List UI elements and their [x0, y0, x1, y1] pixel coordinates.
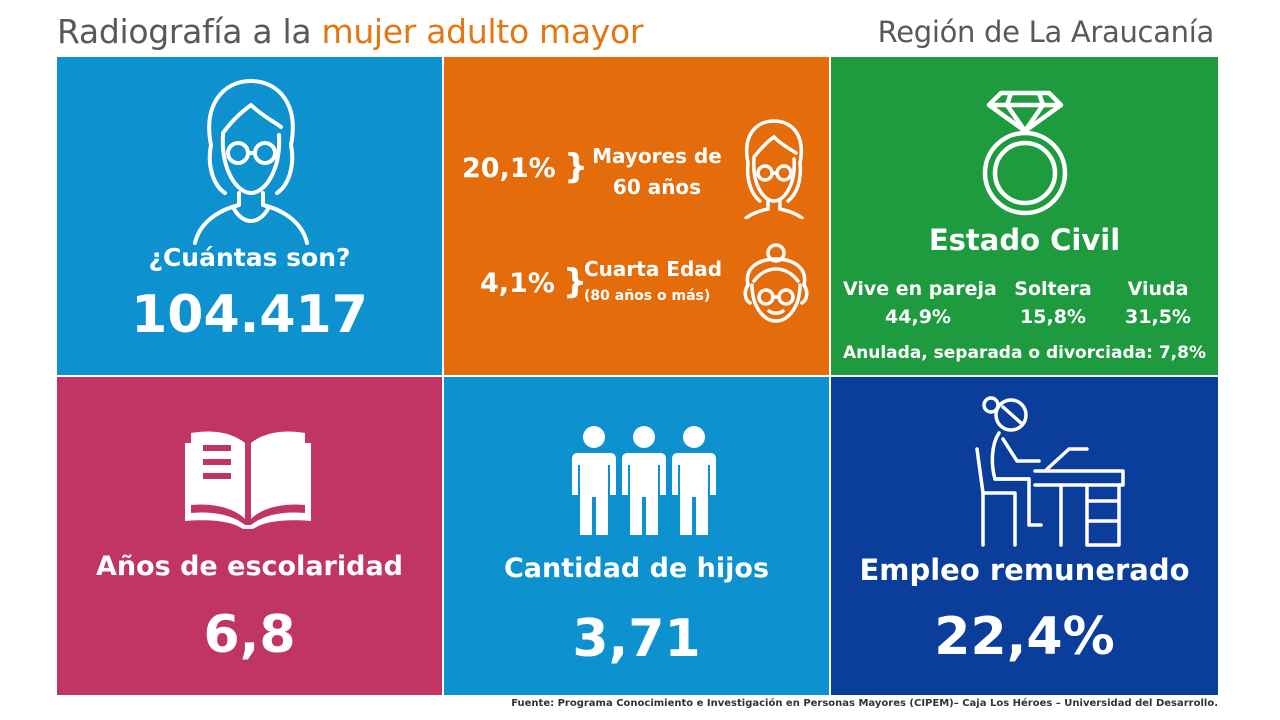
cuarta-pct: 4,1%: [480, 268, 555, 299]
source-footnote: Fuente: Programa Conocimiento e Investig…: [511, 698, 1218, 709]
grandmother-face-icon: [743, 243, 809, 323]
page-title: Radiografía a la mujer adulto mayor: [57, 12, 643, 51]
civil-item-viuda: Viuda 31,5%: [1115, 275, 1201, 331]
cuarta-label: Cuarta Edad (80 años o más): [584, 257, 724, 308]
tile-edades: 20,1% } Mayores de 60 años 4,1% } Cuarta …: [444, 57, 829, 375]
civil-item-soltera: Soltera 15,8%: [1003, 275, 1103, 331]
hijos-label: Cantidad de hijos: [503, 553, 770, 584]
civil-item-pareja: Vive en pareja 44,9%: [843, 275, 997, 331]
cuantas-value: 104.417: [131, 285, 368, 345]
cuarta-label-main: Cuarta Edad: [584, 257, 723, 281]
book-icon: [185, 431, 311, 529]
brace-mayores: }: [564, 147, 589, 187]
civil-item-value: 15,8%: [1020, 306, 1086, 328]
civil-item-label: Vive en pareja: [843, 278, 997, 300]
tile-hijos: Cantidad de hijos 3,71: [444, 377, 829, 695]
civil-item-value: 44,9%: [885, 306, 951, 328]
mayores-label: Mayores de 60 años: [587, 141, 727, 203]
escolaridad-value: 6,8: [203, 605, 296, 665]
elderly-woman-icon: [193, 79, 309, 245]
estado-civil-title: Estado Civil: [928, 223, 1121, 257]
mayores-label-line2: 60 años: [612, 175, 702, 199]
tile-estado-civil: Estado Civil Vive en pareja 44,9% Soltera…: [831, 57, 1218, 375]
empleo-value: 22,4%: [934, 607, 1115, 667]
tile-cuantas: ¿Cuántas son? 104.417: [57, 57, 442, 375]
escolaridad-label: Años de escolaridad: [95, 551, 404, 582]
people-icon: [572, 426, 716, 535]
brace-cuarta: }: [563, 262, 588, 302]
ring-icon: [982, 90, 1068, 216]
cuantas-label: ¿Cuántas son?: [148, 243, 351, 272]
tile-empleo: Empleo remunerado 22,4%: [831, 377, 1218, 695]
elderly-woman-face-icon: [744, 119, 804, 219]
mayores-pct: 20,1%: [462, 153, 556, 184]
region-label: Región de La Araucanía: [877, 15, 1215, 49]
empleo-label: Empleo remunerado: [859, 553, 1190, 587]
civil-item-label: Viuda: [1127, 278, 1189, 300]
title-prefix: Radiografía a la: [57, 12, 322, 51]
title-highlight: mujer adulto mayor: [321, 12, 644, 51]
civil-item-label: Soltera: [1014, 278, 1092, 300]
mayores-label-line1: Mayores de: [592, 144, 722, 168]
tile-escolaridad: Años de escolaridad 6,8: [57, 377, 442, 695]
civil-item-value: 31,5%: [1125, 306, 1191, 328]
anulada-label: Anulada, separada o divorciada: 7,8%: [842, 343, 1206, 363]
worker-desk-icon: [975, 396, 1125, 547]
cuarta-label-sub: (80 años o más): [584, 288, 711, 304]
hijos-value: 3,71: [572, 609, 701, 669]
